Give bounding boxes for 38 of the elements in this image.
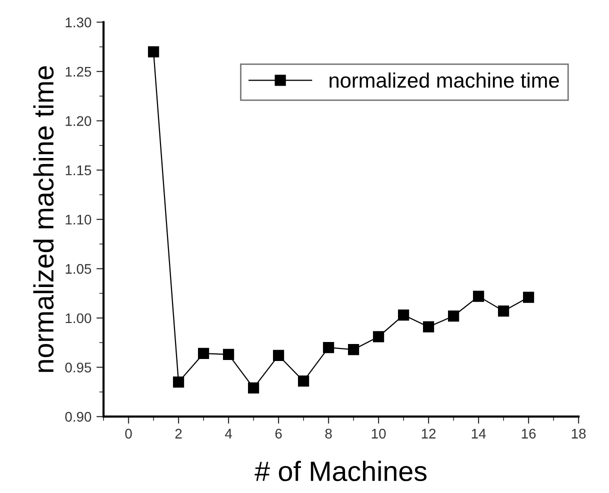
y-tick-label: 0.90 <box>65 412 92 422</box>
point <box>148 46 160 58</box>
point <box>198 348 210 360</box>
x-tick-label: 14 <box>472 428 486 438</box>
x-axis-title: # of Machines <box>254 460 427 482</box>
x-tick-label: 18 <box>572 428 586 439</box>
point <box>322 342 334 354</box>
point <box>372 331 384 342</box>
x-tick-label: 6 <box>275 428 282 439</box>
point <box>398 309 410 321</box>
x-tick-label: 16 <box>522 428 536 439</box>
point <box>522 292 534 303</box>
x-tick-label: 2 <box>175 428 182 438</box>
point <box>222 348 234 360</box>
x-tick-label: 10 <box>372 428 386 439</box>
point <box>448 310 460 322</box>
y-axis-title: normalized machine time <box>33 66 54 372</box>
point <box>422 321 434 332</box>
y-tick-label: 1.00 <box>66 313 92 324</box>
y-tick-label: 1.15 <box>66 166 92 176</box>
point <box>248 382 260 394</box>
x-tick-label: 12 <box>422 428 436 438</box>
point <box>272 350 284 362</box>
legend-label: normalized machine time <box>330 72 559 88</box>
point <box>498 306 510 317</box>
point <box>172 376 184 388</box>
y-tick-label: 1.25 <box>66 66 92 77</box>
point <box>298 376 310 387</box>
point <box>472 290 484 302</box>
x-tick-label: 8 <box>325 428 332 439</box>
point <box>348 344 360 356</box>
x-tick-label: 4 <box>224 428 232 438</box>
x-tick-label: 0 <box>125 428 132 439</box>
y-tick-label: 1.20 <box>66 116 92 126</box>
y-tick-label: 1.05 <box>66 264 92 274</box>
y-tick-label: 1.10 <box>66 214 92 225</box>
y-tick-label: 0.95 <box>65 362 92 372</box>
y-tick-label: 1.30 <box>66 18 92 28</box>
